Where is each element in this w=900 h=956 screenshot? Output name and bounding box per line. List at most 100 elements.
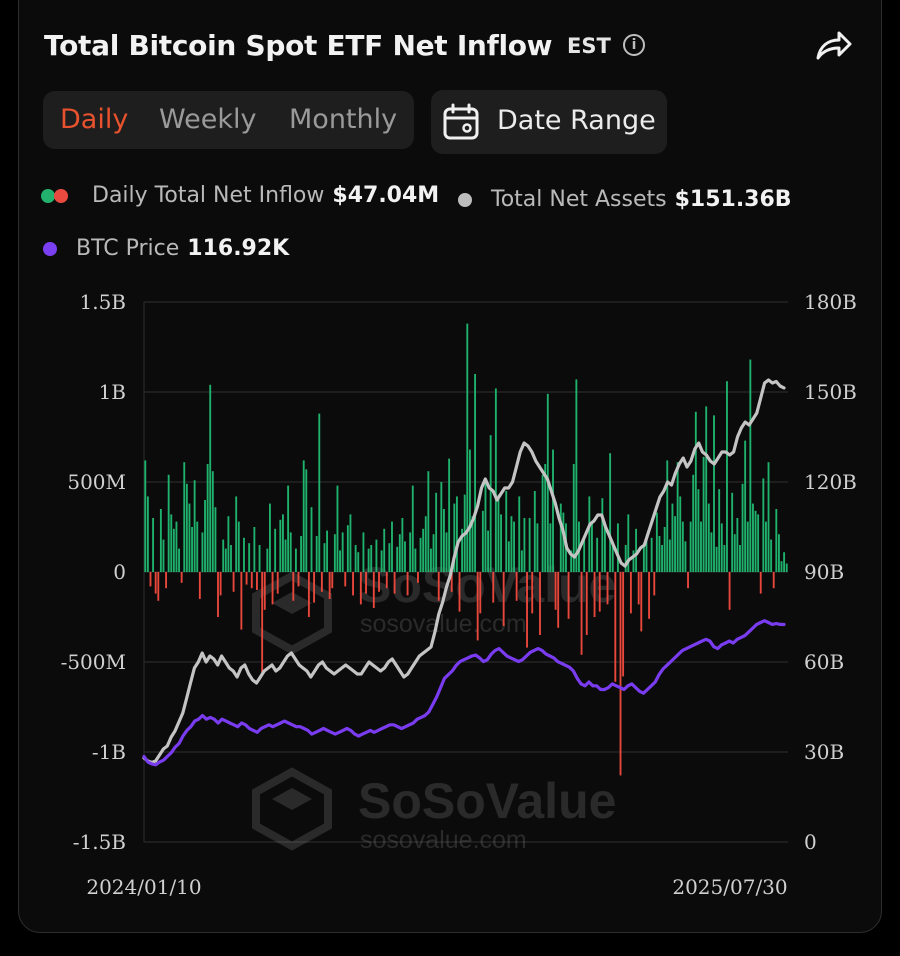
inflow-bar [188, 503, 191, 572]
inflow-bar [609, 453, 612, 572]
inflow-bar [767, 462, 770, 572]
inflow-bar [323, 543, 326, 572]
inflow-bar [689, 521, 692, 572]
inflow-bar [544, 464, 547, 572]
inflow-bar [697, 489, 700, 572]
date-range-button[interactable]: Date Range [431, 90, 667, 154]
inflow-bar [219, 572, 222, 596]
inflow-bar [146, 496, 149, 572]
watermark-brand-2: SoSoValue [358, 773, 616, 829]
inflow-bar [624, 545, 627, 572]
inflow-bar [536, 523, 539, 572]
inflow-bar [770, 539, 773, 572]
inflow-bar [515, 572, 518, 601]
share-arrow-icon[interactable] [812, 26, 854, 66]
calendar-icon [443, 103, 479, 140]
inflow-bar [346, 525, 349, 572]
inflow-bar [302, 460, 305, 572]
chart-title: Total Bitcoin Spot ETF Net Inflow [44, 29, 553, 62]
inflow-bar [266, 548, 269, 572]
inflow-bar [502, 572, 505, 626]
timezone-label[interactable]: EST [567, 34, 611, 58]
y-left-tick-label: 500M [67, 470, 126, 494]
inflow-bar [580, 572, 583, 655]
inflow-bar [422, 528, 425, 572]
inflow-bar [294, 548, 297, 572]
y-left-tick-label: 0 [113, 560, 126, 584]
inflow-bar [287, 485, 290, 572]
inflow-bar [640, 572, 643, 632]
inflow-bar [354, 545, 357, 572]
inflow-bar [331, 572, 334, 589]
inflow-bar [466, 323, 469, 572]
inflow-bar [713, 415, 715, 572]
legend-assets-value: $151.36B [674, 187, 792, 212]
inflow-bar [250, 572, 253, 589]
inflow-bar [744, 440, 747, 572]
inflow-bar [191, 527, 193, 572]
inflow-bar [162, 539, 165, 572]
legend-inflow[interactable]: Daily Total Net Inflow $47.04M [92, 183, 439, 208]
inflow-bar [427, 471, 430, 572]
tab-daily[interactable]: Daily [60, 104, 129, 135]
y-left-tick-label: -1.5B [73, 830, 126, 854]
tab-weekly[interactable]: Weekly [159, 104, 257, 135]
inflow-bar [728, 572, 731, 610]
inflow-bar [183, 462, 186, 572]
legend-price[interactable]: BTC Price 116.92K [76, 236, 289, 261]
inflow-bar [614, 572, 617, 682]
watermark: SoSoValue sosovalue.com SoSoValue sosova… [252, 557, 616, 854]
y-right-tick-label: 60B [804, 650, 844, 674]
inflow-bar [591, 521, 593, 572]
inflow-bar [167, 474, 170, 572]
inflow-bar [300, 536, 303, 572]
btc-price-line [142, 619, 786, 767]
inflow-bar [159, 509, 162, 572]
inflow-bar [180, 572, 183, 583]
y-left-tick-label: 1B [99, 380, 126, 404]
inflow-bar [271, 572, 274, 605]
inflow-bar [500, 514, 502, 572]
inflow-bar [430, 548, 432, 572]
inflow-bar [385, 572, 388, 589]
x-start-label: 2024/01/10 [86, 875, 201, 899]
inflow-bar [676, 462, 679, 572]
tab-monthly[interactable]: Monthly [289, 104, 398, 135]
inflow-bar [513, 521, 515, 572]
inflow-bar [757, 514, 760, 572]
inflow-bar [723, 545, 726, 572]
inflow-bar [601, 498, 604, 572]
inflow-bar [455, 496, 458, 572]
inflow-bar [611, 541, 614, 572]
inflow-bar [528, 518, 531, 572]
inflow-bar [487, 530, 490, 572]
inflow-bar [310, 507, 313, 572]
info-icon[interactable]: i [623, 34, 645, 56]
inflow-bar [185, 483, 188, 572]
inflow-bar [588, 496, 591, 572]
inflow-bar [520, 550, 523, 572]
inflow-bar [726, 381, 728, 572]
inflow-bar [222, 539, 225, 572]
inflow-bar [559, 503, 562, 572]
inflow-bar [307, 572, 310, 617]
y-right-tick-label: 90B [804, 560, 844, 584]
inflow-bar [198, 572, 201, 599]
inflow-bar [674, 516, 676, 572]
inflow-bars [144, 323, 788, 776]
inflow-bar [668, 539, 671, 572]
inflow-bar [279, 519, 282, 572]
inflow-bar [432, 534, 435, 572]
inflow-bar [663, 527, 666, 572]
inflow-bar [679, 496, 682, 572]
legend-price-value: 116.92K [187, 236, 290, 261]
inflow-bar [507, 541, 510, 572]
inflow-bar [603, 525, 606, 572]
inflow-bar [741, 483, 744, 572]
legend-assets[interactable]: Total Net Assets $151.36B [491, 187, 792, 212]
inflow-bar [445, 532, 448, 572]
inflow-bar [315, 536, 318, 572]
inflow-bar [653, 572, 656, 596]
inflow-bar [370, 545, 373, 572]
